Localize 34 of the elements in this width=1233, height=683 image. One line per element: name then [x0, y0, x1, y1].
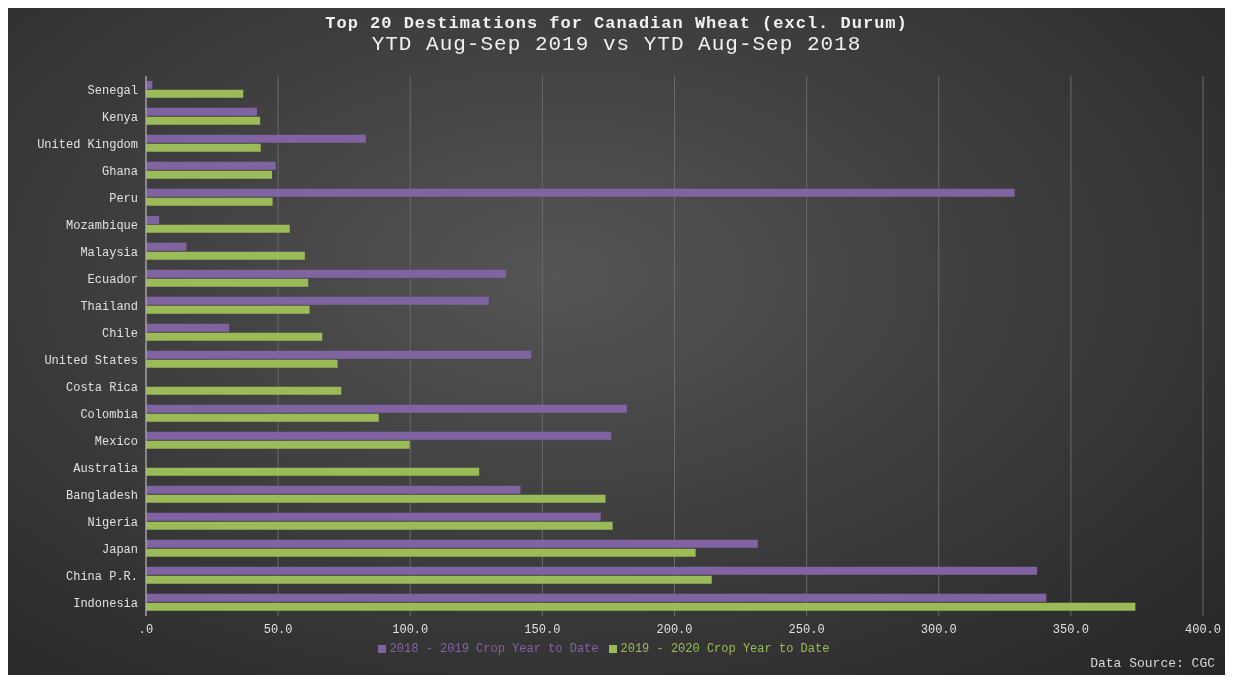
y-tick-label: Senegal: [87, 83, 138, 98]
y-tick-label: Indonesia: [73, 596, 138, 611]
source-note: Data Source: CGC: [1090, 656, 1215, 671]
x-tick-label: 200.0: [656, 622, 693, 637]
y-tick-label: Costa Rica: [65, 380, 138, 395]
y-tick-label: Malaysia: [80, 245, 138, 260]
x-tick-label: 400.0: [1184, 622, 1222, 637]
y-tick-label: Chile: [101, 326, 138, 341]
x-tick-label: 250.0: [788, 622, 825, 637]
legend-label: 2019 - 2020 Crop Year to Date: [620, 642, 830, 656]
y-tick-label: Nigeria: [87, 515, 138, 530]
y-tick-label: Australia: [73, 461, 138, 476]
y-tick-label: Kenya: [101, 110, 138, 125]
x-tick-label: 350.0: [1052, 622, 1089, 637]
y-tick-label: Bangladesh: [65, 488, 138, 503]
y-tick-label: Mexico: [94, 434, 138, 449]
x-tick-label: .0: [138, 622, 154, 637]
y-tick-label: Japan: [101, 542, 138, 557]
chart-title: Top 20 Destimations for Canadian Wheat (excl. Durum): [324, 14, 909, 33]
y-tick-label: Mozambique: [65, 218, 138, 233]
x-tick-label: 300.0: [920, 622, 957, 637]
y-tick-label: Ghana: [101, 164, 138, 179]
y-tick-label: Ecuador: [87, 272, 138, 287]
x-tick-label: 50.0: [263, 622, 293, 637]
x-tick-label: 150.0: [524, 622, 561, 637]
chart-subtitle: YTD Aug-Sep 2019 vs YTD Aug-Sep 2018: [370, 33, 863, 56]
legend-label: 2018 - 2019 Crop Year to Date: [389, 642, 599, 656]
y-tick-label: China P.R.: [65, 569, 138, 584]
y-tick-label: United States: [44, 353, 138, 368]
y-tick-label: Colombia: [80, 407, 138, 422]
x-tick-label: 100.0: [392, 622, 429, 637]
y-tick-label: Peru: [109, 191, 138, 206]
y-tick-label: United Kingdom: [37, 137, 138, 152]
y-tick-label: Thailand: [80, 299, 138, 314]
